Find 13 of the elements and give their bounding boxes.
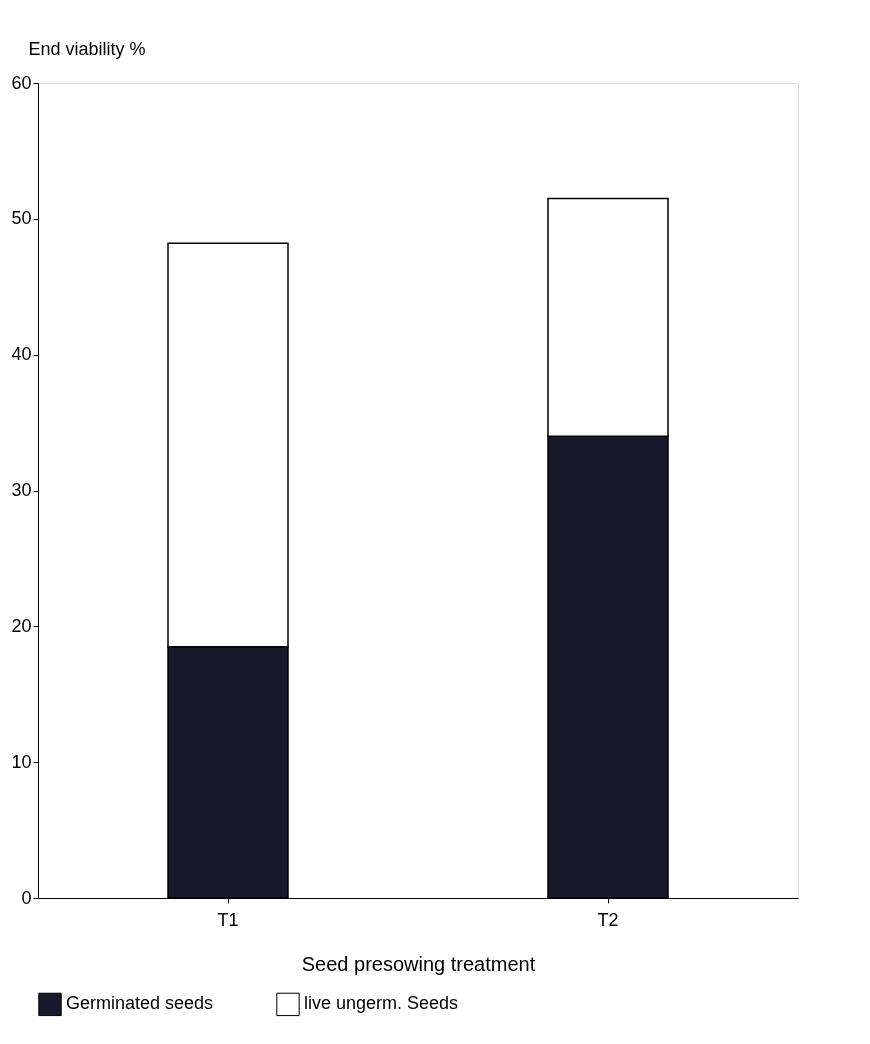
y-tick-label: 20: [11, 615, 32, 636]
y-tick-label: 50: [11, 208, 32, 229]
legend-label: live ungerm. Seeds: [304, 993, 459, 1014]
y-tick-label: 60: [11, 72, 32, 93]
y-tick-label: 30: [11, 480, 32, 500]
x-tick-label: T2: [597, 909, 619, 930]
legend-label: Germinated seeds: [66, 993, 214, 1014]
x-tick-label: T1: [217, 909, 239, 930]
y-tick-label: 10: [11, 751, 32, 772]
y-tick-label: 0: [21, 887, 32, 908]
y-axis-title: End viability %: [28, 38, 146, 59]
y-tick-label: 40: [11, 344, 32, 365]
x-axis-title: Seed presowing treatment: [301, 952, 536, 975]
